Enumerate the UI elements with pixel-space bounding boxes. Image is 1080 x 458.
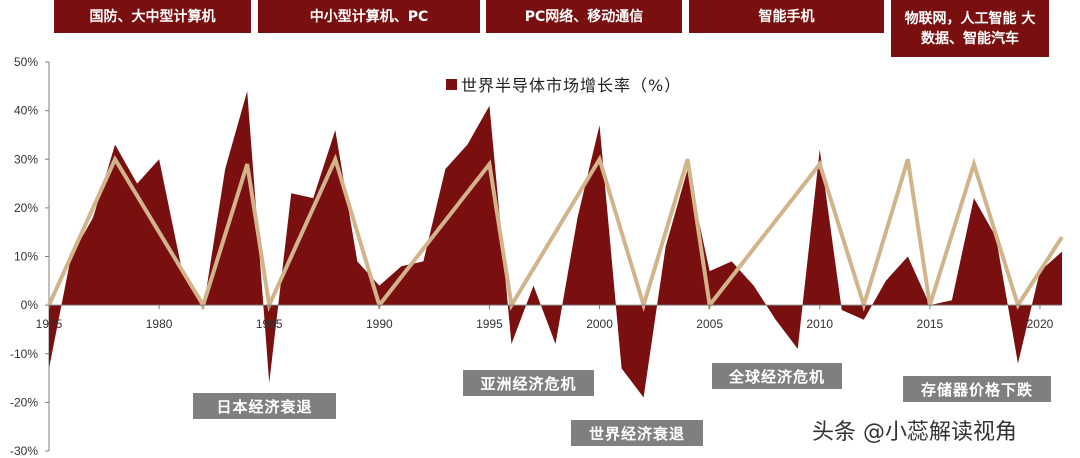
x-tick-label: 2000 (586, 317, 613, 331)
y-tick-label: 50% (14, 55, 38, 69)
event-label-world-recession: 世界经济衰退 (571, 420, 703, 446)
cycle-trend-line (47, 153, 1064, 313)
x-tick-label: 1995 (476, 317, 503, 331)
y-tick-label: 20% (14, 201, 38, 215)
y-tick-label: -10% (10, 347, 38, 361)
x-tick-label: 2020 (1027, 317, 1054, 331)
x-tick-label: 1980 (146, 317, 173, 331)
watermark-text: 头条 @小蕊解读视角 (812, 420, 1017, 445)
event-label-asian-crisis: 亚洲经济危机 (463, 370, 594, 396)
y-tick-label: 10% (14, 250, 38, 264)
x-tick-label: 2010 (806, 317, 833, 331)
event-label-global-crisis: 全球经济危机 (712, 363, 842, 389)
era-label-smartphone: 智能手机 (689, 0, 884, 33)
legend-swatch (446, 78, 457, 90)
x-tick-label: 1990 (366, 317, 393, 331)
chart-legend: 世界半导体市场增长率（%） (446, 72, 681, 96)
era-label-minicomputer-pc: 中小型计算机、PC (258, 0, 480, 33)
growth-rate-area (49, 91, 1062, 398)
x-tick-label: 2005 (696, 317, 723, 331)
event-label-memory-price-drop: 存储器价格下跌 (903, 376, 1051, 402)
x-tick-label: 2015 (917, 317, 944, 331)
era-label-network-mobile: PC网络、移动通信 (486, 0, 682, 33)
y-tick-label: 0% (21, 298, 39, 312)
event-label-japan-recession: 日本经济衰退 (193, 393, 336, 419)
era-label-iot-ai: 物联网，人工智能 大数据、智能汽车 (891, 0, 1049, 57)
y-tick-label: -30% (10, 444, 38, 458)
x-tick-label: 1975 (36, 317, 63, 331)
era-label-defense-mainframe: 国防、大中型计算机 (54, 0, 251, 33)
x-tick-label: 1985 (256, 317, 283, 331)
y-tick-label: -20% (10, 395, 38, 409)
y-tick-label: 30% (14, 152, 38, 166)
legend-label: 世界半导体市场增长率（%） (461, 76, 682, 95)
y-tick-label: 40% (14, 104, 38, 118)
